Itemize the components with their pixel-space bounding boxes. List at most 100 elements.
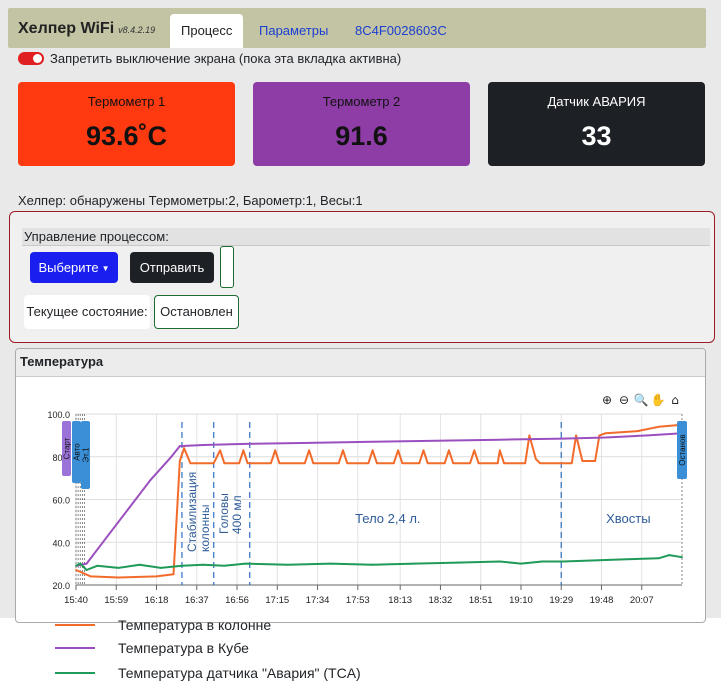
y-tick-label: 20.0 xyxy=(52,581,70,591)
data-point xyxy=(581,460,584,462)
data-point xyxy=(242,449,245,452)
zoom-out-icon[interactable]: ⊖ xyxy=(619,393,629,407)
navbar: Хелпер WiFi v8.4.2.19 Процесс Параметры 8… xyxy=(8,8,706,48)
x-tick-label: 16:18 xyxy=(145,595,169,606)
data-point xyxy=(85,569,88,571)
tab-device-id[interactable]: 8C4F0028603C xyxy=(355,23,447,38)
command-input[interactable] xyxy=(220,246,234,288)
alarm-sensor-value: 33 xyxy=(581,121,612,151)
data-point xyxy=(562,437,565,440)
data-point xyxy=(238,462,241,465)
data-point xyxy=(452,462,455,465)
data-point xyxy=(244,443,247,445)
data-point xyxy=(456,561,459,564)
data-point xyxy=(598,434,601,437)
legend-item-column: Температура в колонне xyxy=(55,615,271,635)
zoom-in-icon[interactable]: ⊕ xyxy=(602,393,612,407)
data-point xyxy=(392,462,395,465)
data-point xyxy=(155,575,158,578)
data-point xyxy=(371,440,374,443)
brand-name: Хелпер WiFi xyxy=(18,20,115,37)
annotation-label: Тело 2,4 л. xyxy=(355,511,420,526)
data-point xyxy=(106,534,109,537)
data-point xyxy=(401,462,404,465)
data-point xyxy=(128,507,130,509)
pan-icon[interactable]: ✋ xyxy=(651,393,666,407)
event-flag-label: Авто xyxy=(73,443,82,461)
annotation-label: Хвосты xyxy=(606,511,650,526)
data-point xyxy=(170,455,173,458)
temperature-chart[interactable]: 20.0 40.0 60.0 80.0 100.0 15:40 15:59 16:18 16:3… xyxy=(16,377,705,623)
x-tick-label: 19:10 xyxy=(509,595,533,606)
data-point xyxy=(575,434,577,437)
data-point xyxy=(594,559,597,562)
event-flag xyxy=(677,421,687,479)
current-state-label: Текущее состояние: xyxy=(24,295,150,329)
event-flag-label: Эт.1 xyxy=(82,447,91,463)
x-tick-label: 18:13 xyxy=(388,595,412,606)
data-point xyxy=(89,575,92,578)
data-point xyxy=(375,462,378,465)
tab-process[interactable]: Процесс xyxy=(170,14,244,48)
x-tick-label: 15:40 xyxy=(64,595,88,606)
data-point xyxy=(270,462,272,465)
app-version: v8.4.2.19 xyxy=(118,25,156,35)
data-point xyxy=(541,560,544,563)
data-point xyxy=(312,462,315,465)
data-point xyxy=(79,562,82,565)
legend-label-column: Температура в колонне xyxy=(118,617,272,633)
data-point xyxy=(342,449,344,452)
temperature-panel: Температура 20.0 40.0 60.0 80.0 100.0 15:40 15… xyxy=(15,348,706,623)
data-point xyxy=(443,462,446,465)
event-flag xyxy=(81,421,90,489)
tab-parameters[interactable]: Параметры xyxy=(259,23,329,38)
x-tick-label: 18:32 xyxy=(429,595,453,606)
data-point xyxy=(181,564,183,567)
home-icon[interactable]: ⌂ xyxy=(671,393,679,407)
data-point xyxy=(223,564,226,567)
data-point xyxy=(626,558,628,561)
data-point xyxy=(85,562,88,565)
data-point xyxy=(520,562,522,565)
data-point xyxy=(219,449,221,452)
data-point xyxy=(286,563,289,566)
series-alarm-line xyxy=(75,554,683,571)
annotation-label: Стабилизацияколонны xyxy=(185,472,212,552)
legend-item-cube: Температура в Кубе xyxy=(55,638,249,658)
data-point xyxy=(477,462,480,465)
data-point xyxy=(496,462,499,465)
data-point xyxy=(149,479,152,482)
data-point xyxy=(539,462,541,465)
data-point xyxy=(138,563,141,566)
data-point xyxy=(183,447,185,450)
legend-label-alarm: Температура датчика "Авария" (TCA) xyxy=(118,665,361,681)
alarm-sensor-label: Датчик АВАРИЯ xyxy=(547,94,646,109)
data-point xyxy=(503,462,505,465)
temperature-panel-title: Температура xyxy=(16,349,705,377)
data-point xyxy=(534,457,537,460)
data-point xyxy=(96,564,99,567)
data-point xyxy=(498,560,501,563)
data-point xyxy=(308,441,310,444)
data-point xyxy=(329,562,332,565)
data-point xyxy=(448,449,450,452)
alarm-sensor-card: Датчик АВАРИЯ 33 xyxy=(488,82,705,166)
data-point xyxy=(308,449,310,452)
process-select-dropdown[interactable]: Выберите ▼ xyxy=(30,252,118,283)
data-point xyxy=(178,460,181,462)
data-point xyxy=(117,567,120,569)
magnifier-icon[interactable]: 🔍 xyxy=(634,392,649,407)
event-flag-label: Останов xyxy=(678,434,687,465)
thermometer-2-value: 91.6 xyxy=(335,121,388,151)
data-point xyxy=(473,449,476,452)
process-control-panel: Управление процессом: Выберите ▼ Отправит… xyxy=(9,211,715,343)
data-point xyxy=(75,569,77,571)
send-button[interactable]: Отправить xyxy=(130,252,214,283)
data-point xyxy=(524,462,527,465)
data-point xyxy=(244,562,247,565)
data-point xyxy=(657,425,660,428)
data-point xyxy=(346,462,349,465)
x-tick-label: 18:51 xyxy=(469,595,493,606)
data-point xyxy=(172,573,175,576)
screen-lock-toggle[interactable] xyxy=(18,51,44,65)
